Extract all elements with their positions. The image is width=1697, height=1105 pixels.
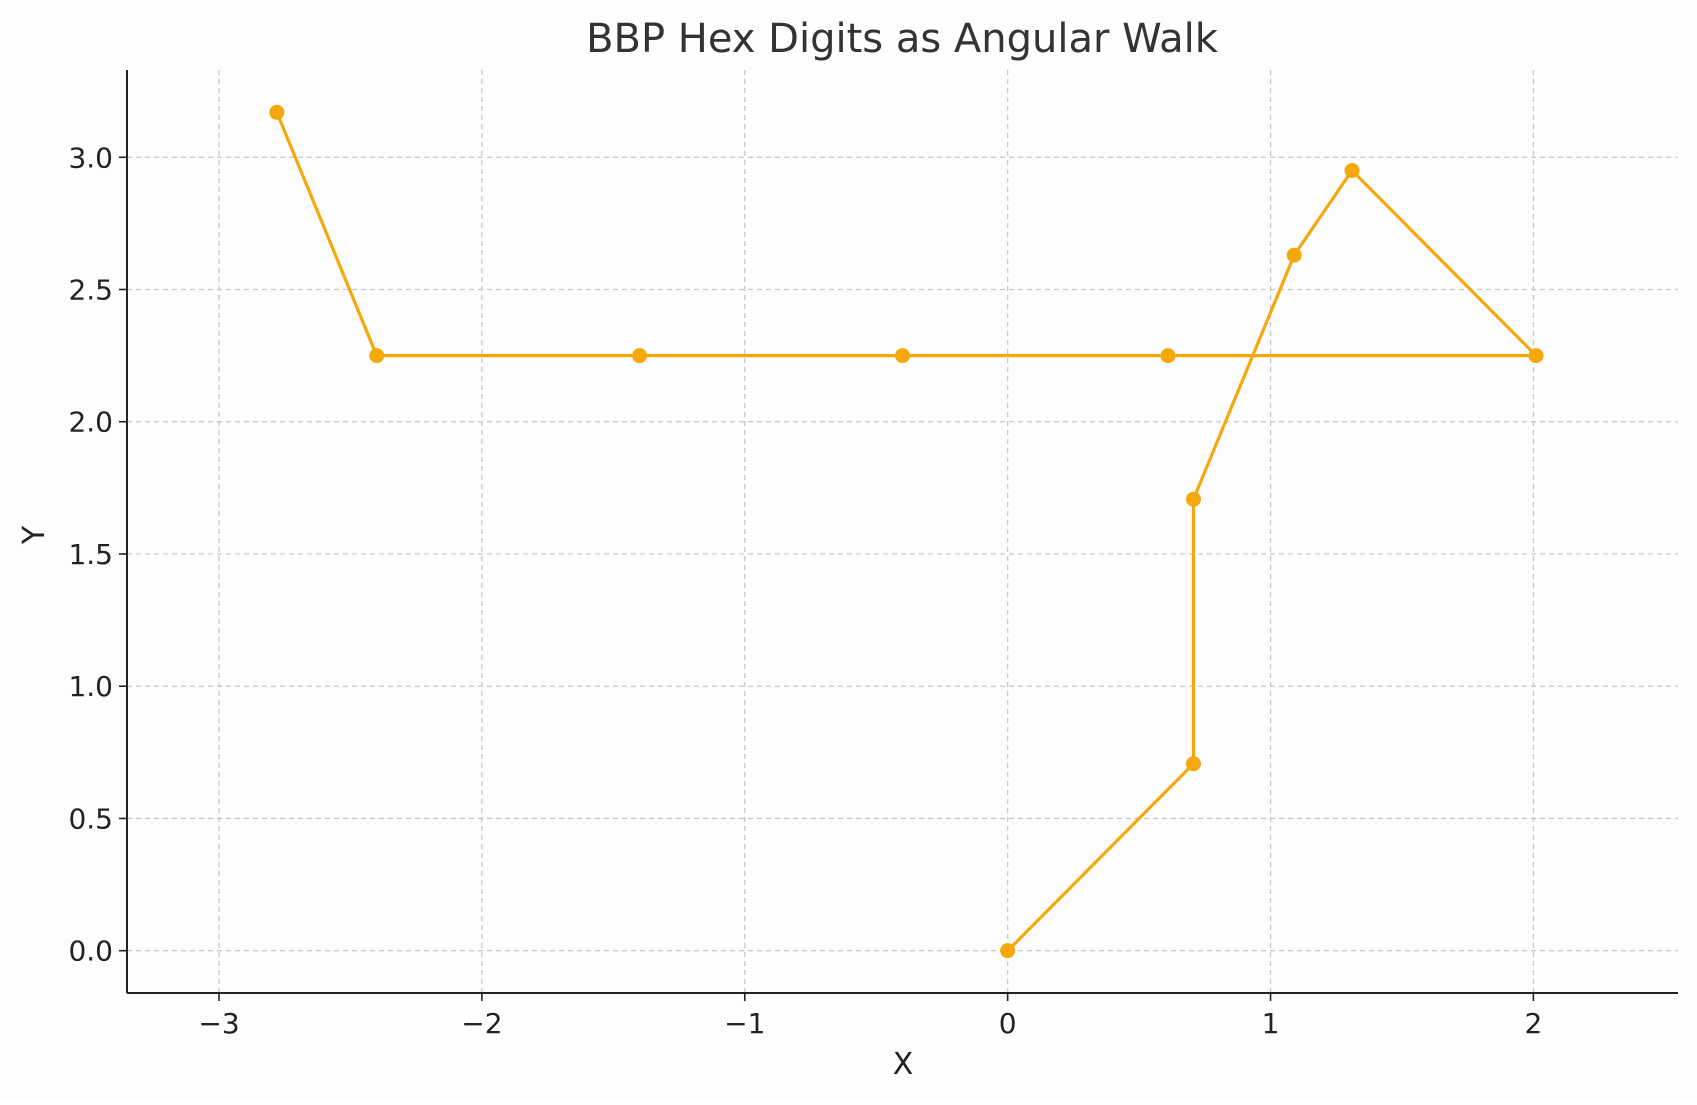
data-point <box>1186 756 1202 772</box>
data-point <box>895 348 910 364</box>
data-point <box>1186 491 1202 507</box>
y-axis-label: Y <box>17 525 52 545</box>
data-point <box>1286 247 1302 263</box>
data-point <box>1160 348 1176 364</box>
y-tick-label: 2.0 <box>68 406 113 439</box>
x-axis-label: X <box>893 1047 914 1082</box>
data-point <box>1528 348 1544 364</box>
data-point <box>369 348 385 364</box>
y-tick-label: 0.0 <box>68 935 113 968</box>
x-tick-label: −1 <box>724 1007 765 1040</box>
y-tick-label: 1.5 <box>68 538 113 571</box>
x-tick-label: 1 <box>1262 1007 1280 1040</box>
y-tick-label: 3.0 <box>68 141 113 174</box>
data-point <box>632 348 648 364</box>
y-tick-label: 0.5 <box>68 802 113 835</box>
data-point <box>1344 162 1360 178</box>
y-tick-label: 1.0 <box>68 670 113 703</box>
x-tick-label: −2 <box>461 1007 502 1040</box>
x-tick-label: 2 <box>1525 1007 1543 1040</box>
series-layer <box>269 104 1544 959</box>
chart-title: BBP Hex Digits as Angular Walk <box>586 16 1219 62</box>
y-tick-label: 2.5 <box>68 274 113 307</box>
ticks-layer: −3 −2 −1 0 1 2 0.0 0.5 1.0 1.5 2.0 2.5 3.0 <box>68 141 1542 1040</box>
x-tick-label: −3 <box>198 1007 239 1040</box>
data-point <box>1000 943 1016 959</box>
grid-layer <box>127 70 1678 993</box>
data-point <box>269 104 285 120</box>
series-line <box>275 111 1538 952</box>
axes-layer <box>126 70 1678 994</box>
x-tick-label: 0 <box>999 1007 1017 1040</box>
